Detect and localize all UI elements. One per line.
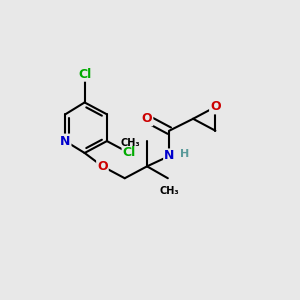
Text: CH₃: CH₃ [121, 138, 140, 148]
Text: O: O [97, 160, 108, 173]
Text: O: O [210, 100, 221, 113]
Text: N: N [60, 135, 70, 148]
Text: N: N [164, 149, 175, 162]
Text: Cl: Cl [78, 68, 91, 81]
Text: CH₃: CH₃ [160, 186, 179, 196]
Text: Cl: Cl [123, 146, 136, 160]
Text: H: H [180, 148, 189, 159]
Text: O: O [142, 112, 152, 125]
